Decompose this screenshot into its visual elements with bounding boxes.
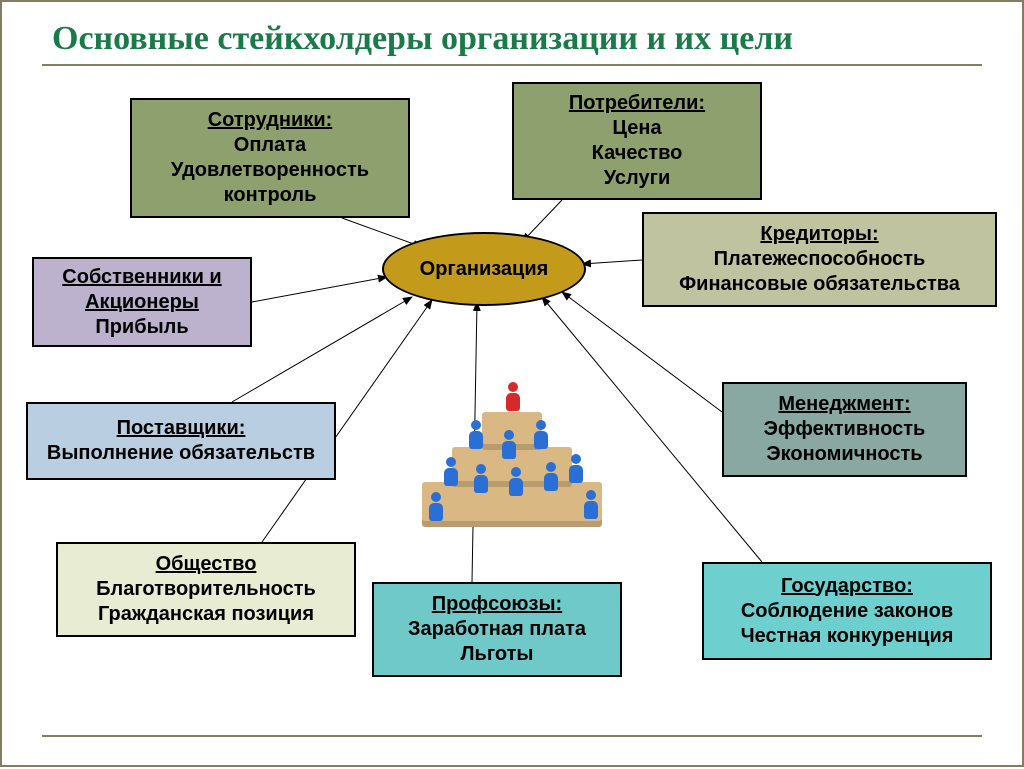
- node-creditors-header: Кредиторы:: [760, 222, 878, 247]
- node-creditors-line-0: Платежеспособность: [714, 247, 926, 272]
- person-icon-5: [472, 464, 490, 494]
- node-employees-line-2: контроль: [224, 183, 317, 208]
- node-society-line-0: Благотворительность: [96, 577, 316, 602]
- node-unions-line-1: Льготы: [461, 642, 534, 667]
- node-employees-line-1: Удовлетворенность: [171, 158, 369, 183]
- center-label: Организация: [420, 258, 549, 281]
- slide-title: Основные стейкхолдеры организации и их ц…: [52, 20, 793, 58]
- node-owners: Собственники иАкционерыПрибыль: [32, 257, 252, 347]
- node-society-line-1: Гражданская позиция: [98, 602, 314, 627]
- person-icon-10: [582, 490, 600, 520]
- node-consumers-line-2: Услуги: [604, 166, 671, 191]
- node-owners-header2: Акционеры: [85, 290, 199, 315]
- node-management: Менеджмент:ЭффективностьЭкономичность: [722, 382, 967, 477]
- node-employees-line-0: Оплата: [234, 133, 306, 158]
- node-suppliers: Поставщики:Выполнение обязательств: [26, 402, 336, 480]
- person-icon-9: [427, 492, 445, 522]
- person-icon-8: [567, 454, 585, 484]
- node-consumers: Потребители:ЦенаКачествоУслуги: [512, 82, 762, 200]
- divider-top: [42, 64, 982, 66]
- node-suppliers-header: Поставщики:: [117, 416, 246, 441]
- node-owners-line-0: Прибыль: [95, 315, 188, 340]
- node-consumers-line-1: Качество: [592, 141, 683, 166]
- node-employees-header: Сотрудники:: [208, 108, 333, 133]
- node-owners-header: Собственники и: [62, 265, 221, 290]
- person-icon-6: [507, 467, 525, 497]
- node-management-header: Менеджмент:: [778, 392, 910, 417]
- node-government-line-1: Честная конкуренция: [741, 624, 954, 649]
- edge-creditors: [582, 260, 642, 264]
- node-unions: Профсоюзы:Заработная платаЛьготы: [372, 582, 622, 677]
- edge-suppliers: [232, 297, 412, 402]
- person-icon-0: [504, 382, 522, 412]
- center-organization: Организация: [382, 232, 586, 306]
- node-suppliers-line-0: Выполнение обязательств: [47, 441, 315, 466]
- node-creditors: Кредиторы:ПлатежеспособностьФинансовые о…: [642, 212, 997, 307]
- slide-frame: Основные стейкхолдеры организации и их ц…: [0, 0, 1024, 767]
- node-consumers-line-0: Цена: [612, 116, 661, 141]
- node-management-line-0: Эффективность: [764, 417, 926, 442]
- node-society-header: Общество: [156, 552, 257, 577]
- node-consumers-header: Потребители:: [569, 91, 705, 116]
- node-society: ОбществоБлаготворительностьГражданская п…: [56, 542, 356, 637]
- central-illustration: [412, 352, 612, 542]
- person-icon-4: [442, 457, 460, 487]
- person-icon-3: [500, 430, 518, 460]
- node-government-line-0: Соблюдение законов: [741, 599, 953, 624]
- edge-owners: [252, 277, 387, 302]
- node-government: Государство:Соблюдение законовЧестная ко…: [702, 562, 992, 660]
- person-icon-2: [532, 420, 550, 450]
- person-icon-7: [542, 462, 560, 492]
- person-icon-1: [467, 420, 485, 450]
- node-unions-header: Профсоюзы:: [432, 592, 562, 617]
- node-government-header: Государство:: [781, 574, 913, 599]
- node-unions-line-0: Заработная плата: [408, 617, 586, 642]
- node-employees: Сотрудники:ОплатаУдовлетворенностьконтро…: [130, 98, 410, 218]
- node-management-line-1: Экономичность: [766, 442, 922, 467]
- divider-bottom: [42, 735, 982, 737]
- node-creditors-line-1: Финансовые обязательства: [679, 272, 960, 297]
